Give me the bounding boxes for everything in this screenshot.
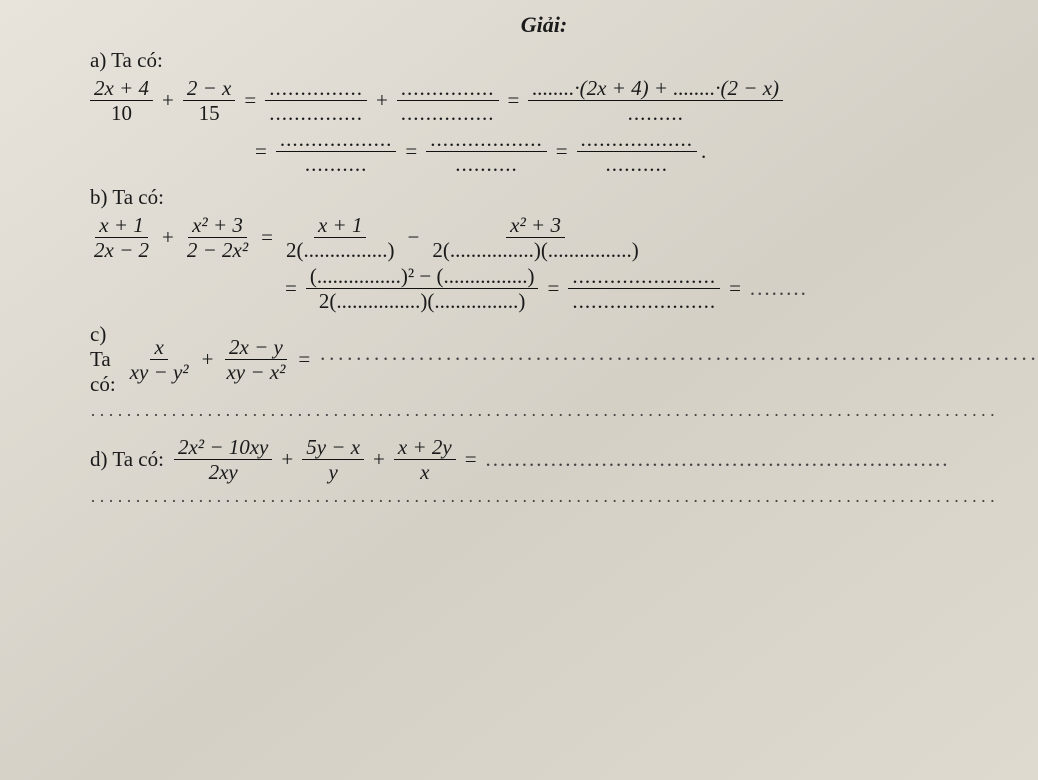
equals-op: = [256,225,278,250]
frac-d1-num: 2x² − 10xy [174,436,272,460]
frac-b2-num: x² + 3 [188,214,247,238]
frac-d3-den: x [416,460,433,483]
frac-b-r3: ....................... ................… [568,265,720,312]
equals-op: = [280,276,302,301]
trailing-dots: ........................................… [486,447,950,472]
part-c-line1: c) Ta có: x xy − y² + 2x − y xy − x² = ·… [90,322,998,397]
equals-op: = [400,139,422,164]
dotted-line: ········································… [90,405,998,426]
frac-a2-den: 15 [195,101,224,124]
equals-op: = [460,447,482,472]
trailing-dots: ········································… [319,347,1038,372]
frac-b-r1b: x² + 3 2(................)(.............… [428,214,642,261]
dotted-line: ········································… [90,491,998,512]
plus-op: + [197,347,219,372]
frac-b1-num: x + 1 [95,214,148,238]
num-dots: ............... [397,77,499,101]
frac-a1: 2x + 4 10 [90,77,153,124]
frac-d1: 2x² − 10xy 2xy [174,436,272,483]
frac-d1-den: 2xy [205,460,242,483]
equals-op: = [293,347,315,372]
plus-op: + [371,88,393,113]
equals-op: = [239,88,261,113]
frac-c2-den: xy − x² [222,360,289,383]
frac-a-l2-3: .................. .......... [577,128,698,175]
num-dots: ............... [265,77,367,101]
part-b-line1: x + 1 2x − 2 + x² + 3 2 − 2x² = x + 1 2(… [90,214,998,261]
equals-op: = [724,276,746,301]
den-dots: .......... [602,152,673,175]
frac-d3-num: x + 2y [394,436,456,460]
equals-op: = [551,139,573,164]
frac-b-r3-num: ....................... [568,265,720,289]
part-c: c) Ta có: x xy − y² + 2x − y xy − x² = ·… [90,322,998,426]
frac-d2: 5y − x y [302,436,364,483]
num-dots: .................. [577,128,698,152]
num-dots: .................. [426,128,547,152]
frac-b-r1a: x + 1 2(................) [282,214,399,261]
frac-b-r3-den: ....................... [568,289,720,312]
trailing-dots: ........ [750,276,808,301]
frac-c2: 2x − y xy − x² [222,336,289,383]
plus-op: + [157,225,179,250]
frac-d3: x + 2y x [394,436,456,483]
frac-b-r2-den: 2(................)(................) [315,289,529,312]
worksheet-page: Giải: a) Ta có: 2x + 4 10 + 2 − x 15 = .… [0,0,1038,780]
frac-b-r2: (................)² − (................)… [306,265,539,312]
den-dots: .......... [301,152,372,175]
frac-a-dots2: ............... ............... [397,77,499,124]
part-c-label: c) Ta có: [90,322,116,397]
frac-a-rhs1: ........·(2x + 4) + ........·(2 − x) ...… [528,77,783,124]
frac-b2: x² + 3 2 − 2x² [183,214,252,261]
frac-a-l2-1: .................. .......... [276,128,397,175]
frac-c2-num: 2x − y [225,336,287,360]
frac-b1: x + 1 2x − 2 [90,214,153,261]
den-dots: .......... [451,152,522,175]
minus-op: − [402,225,424,250]
frac-b-r1b-den: 2(................)(................) [428,238,642,261]
part-d-line1: d) Ta có: 2x² − 10xy 2xy + 5y − x y + x … [90,436,998,483]
frac-b-r2-num: (................)² − (................) [306,265,539,289]
frac-a-rhs1-den: ......... [624,101,688,124]
equals-op: = [503,88,525,113]
frac-b-r1a-den: 2(................) [282,238,399,261]
frac-c1-den: xy − y² [126,360,193,383]
part-b-label: b) Ta có: [90,185,998,210]
frac-c1: x xy − y² [126,336,193,383]
frac-d2-num: 5y − x [302,436,364,460]
frac-a-dots1: ............... ............... [265,77,367,124]
frac-b1-den: 2x − 2 [90,238,153,261]
frac-b-r1a-num: x + 1 [314,214,367,238]
frac-a-l2-2: .................. .......... [426,128,547,175]
frac-a2: 2 − x 15 [183,77,236,124]
part-a-line2: = .................. .......... = ......… [250,128,998,175]
part-b: b) Ta có: x + 1 2x − 2 + x² + 3 2 − 2x² … [90,185,998,312]
frac-c1-num: x [150,336,167,360]
frac-a-rhs1-num: ........·(2x + 4) + ........·(2 − x) [528,77,783,101]
header-giai: Giải: [90,12,998,38]
equals-op: = [542,276,564,301]
equals-op: = [250,139,272,164]
part-b-line2: = (................)² − (...............… [280,265,998,312]
frac-b-r1b-num: x² + 3 [506,214,565,238]
part-a-label: a) Ta có: [90,48,998,73]
den-dots: ............... [265,101,367,124]
plus-op: + [368,447,390,472]
frac-a1-den: 10 [107,101,136,124]
plus-op: + [276,447,298,472]
part-a-line1: 2x + 4 10 + 2 − x 15 = ............... .… [90,77,998,124]
plus-op: + [157,88,179,113]
part-d-label: d) Ta có: [90,447,164,472]
frac-a1-num: 2x + 4 [90,77,153,101]
frac-a2-num: 2 − x [183,77,236,101]
den-dots: ............... [397,101,499,124]
frac-b2-den: 2 − 2x² [183,238,252,261]
period: . [701,139,706,164]
frac-d2-den: y [324,460,341,483]
part-d: d) Ta có: 2x² − 10xy 2xy + 5y − x y + x … [90,436,998,512]
part-a: a) Ta có: 2x + 4 10 + 2 − x 15 = .......… [90,48,998,175]
num-dots: .................. [276,128,397,152]
